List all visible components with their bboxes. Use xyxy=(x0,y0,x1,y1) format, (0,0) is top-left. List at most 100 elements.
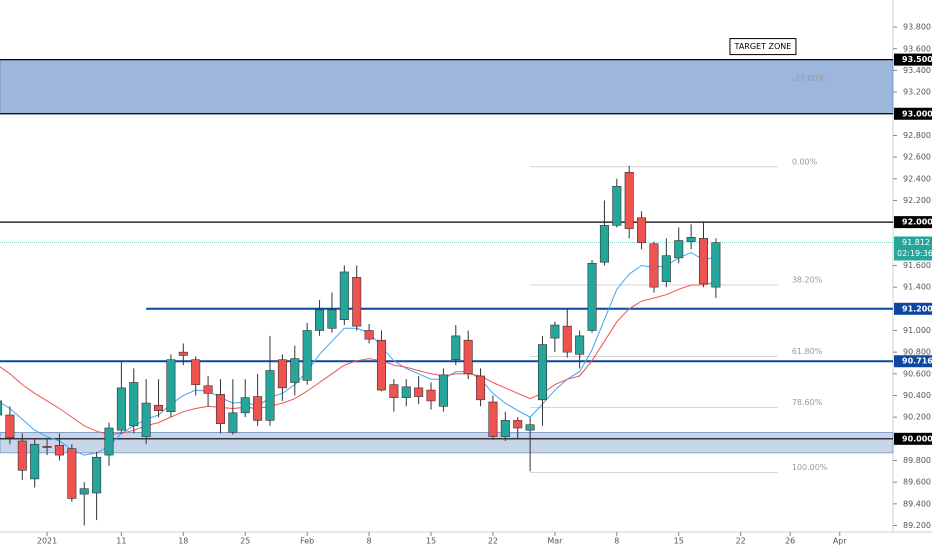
y-tick-label: 92.200 xyxy=(903,196,931,205)
candle-body xyxy=(661,255,671,283)
candle-body xyxy=(674,240,684,259)
candle-body xyxy=(525,424,535,431)
last-price-box xyxy=(894,236,932,261)
level-label: 90.716 xyxy=(902,357,932,366)
level-label-box xyxy=(894,355,932,368)
candle-body xyxy=(116,387,126,431)
candle-body xyxy=(166,359,176,413)
candle-body xyxy=(290,358,300,383)
candle-body xyxy=(277,359,287,389)
y-tick-label: 89.600 xyxy=(903,478,931,487)
candle-body xyxy=(5,414,15,439)
x-tick-label: 22 xyxy=(736,537,746,546)
y-tick-label: 89.200 xyxy=(903,521,931,530)
candle-body xyxy=(302,330,312,381)
level-label-box xyxy=(894,302,932,315)
candle-body xyxy=(414,387,424,397)
level-label-box xyxy=(894,107,932,120)
candle-body xyxy=(154,404,164,411)
candle-body xyxy=(104,427,114,456)
y-tick-label: 90.600 xyxy=(903,369,931,378)
annotation-box xyxy=(729,38,797,56)
candle-body xyxy=(537,344,547,401)
candle-body xyxy=(129,382,139,427)
candle-body xyxy=(253,396,263,421)
y-tick-label: 89.800 xyxy=(903,456,931,465)
candle-body xyxy=(513,420,523,429)
x-tick-label: 8 xyxy=(614,537,619,546)
candle-body xyxy=(575,335,585,355)
fib-label: 78.60% xyxy=(792,398,823,407)
level-label: 90.000 xyxy=(902,434,932,443)
fib-label: 0.00% xyxy=(792,157,818,166)
y-tick-label: 92.800 xyxy=(903,131,931,140)
level-label: 92.000 xyxy=(902,218,932,227)
y-tick-label: 93.400 xyxy=(903,66,931,75)
candle-body xyxy=(488,401,498,437)
fib-label: -27.00% xyxy=(792,74,826,83)
x-tick-label: 15 xyxy=(426,537,436,546)
fib-label: 61.80% xyxy=(792,347,823,356)
candle-body xyxy=(215,394,225,424)
candle-body xyxy=(451,335,461,361)
candle-body xyxy=(587,262,597,331)
candle-body xyxy=(389,384,399,398)
candle-body xyxy=(203,385,213,394)
fib-label: 38.20% xyxy=(792,275,823,284)
candle-body xyxy=(686,236,696,242)
fib-label: 100.00% xyxy=(792,463,828,472)
y-tick-label: 93.800 xyxy=(903,23,931,32)
annotation: TARGET ZONE xyxy=(734,42,792,51)
candle-body xyxy=(711,242,721,288)
x-tick-label: 15 xyxy=(674,537,684,546)
level-label: 93.500 xyxy=(902,55,932,64)
candle-body xyxy=(612,186,622,226)
candle-body xyxy=(0,400,3,416)
candle-body xyxy=(141,402,151,437)
candle-body xyxy=(376,339,386,391)
candle-body xyxy=(339,271,349,320)
candle-body xyxy=(92,456,102,494)
candle-body xyxy=(550,324,560,339)
candle-body xyxy=(42,446,52,448)
y-tick-label: 90.200 xyxy=(903,413,931,422)
x-tick-label: Mar xyxy=(547,537,563,546)
candle-body xyxy=(401,386,411,398)
y-tick-label: 91.600 xyxy=(903,261,931,270)
candle-body xyxy=(698,238,709,285)
candle-body xyxy=(599,225,609,263)
x-tick-label: 8 xyxy=(367,537,372,546)
x-tick-label: Feb xyxy=(300,537,314,546)
x-tick-label: 18 xyxy=(178,537,188,546)
countdown-label: 02:19:36 xyxy=(897,249,932,258)
candle-body xyxy=(315,309,325,331)
candle-body xyxy=(17,440,27,471)
candle-body xyxy=(562,325,572,353)
candle-body xyxy=(500,420,510,437)
level-label-box xyxy=(894,216,932,229)
zone xyxy=(0,432,894,454)
candle-body xyxy=(364,330,374,340)
level-label-box xyxy=(894,53,932,66)
candle-body xyxy=(637,217,647,244)
candle-body xyxy=(476,375,486,401)
candle-body xyxy=(463,339,473,375)
candle-body xyxy=(327,309,337,329)
candle-body xyxy=(54,445,64,456)
x-tick-label: 25 xyxy=(240,537,250,546)
y-tick-label: 90.400 xyxy=(903,391,931,400)
level-label: 91.200 xyxy=(902,304,932,313)
x-tick-label: Apr xyxy=(833,537,848,546)
candle-body xyxy=(228,412,238,433)
candle-body xyxy=(624,171,634,229)
candle-body xyxy=(352,277,362,327)
y-tick-label: 91.400 xyxy=(903,283,931,292)
y-tick-label: 92.600 xyxy=(903,153,931,162)
x-tick-label: 22 xyxy=(488,537,498,546)
candle-body xyxy=(79,488,89,495)
ema-line xyxy=(0,281,717,436)
last-price-label: 91.812 xyxy=(902,238,930,247)
x-tick-label: 2021 xyxy=(37,537,57,546)
level-label-box xyxy=(894,432,932,445)
